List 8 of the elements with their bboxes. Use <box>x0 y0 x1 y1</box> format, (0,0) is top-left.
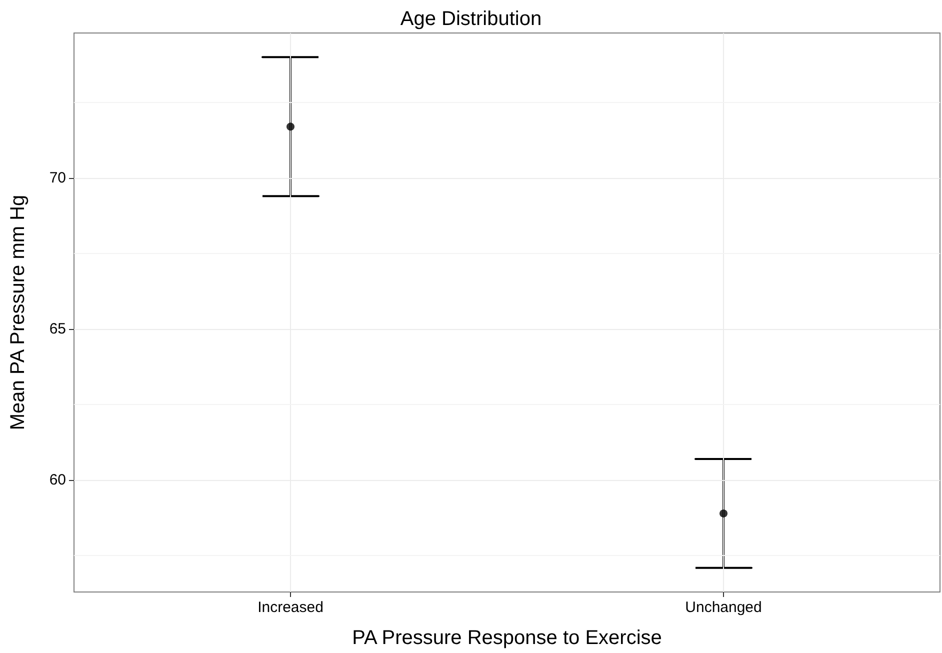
y-tick-label: 65 <box>49 320 66 338</box>
y-tick-label: 70 <box>49 170 66 187</box>
x-tick-label: Unchanged <box>685 599 762 616</box>
y-tick-label: 60 <box>49 472 66 489</box>
y-axis-title: Mean PA Pressure mm Hg <box>7 194 29 430</box>
x-tick-label: Increased <box>258 599 324 616</box>
chart-title: Age Distribution <box>400 8 542 30</box>
x-axis-title: PA Pressure Response to Exercise <box>352 627 662 649</box>
